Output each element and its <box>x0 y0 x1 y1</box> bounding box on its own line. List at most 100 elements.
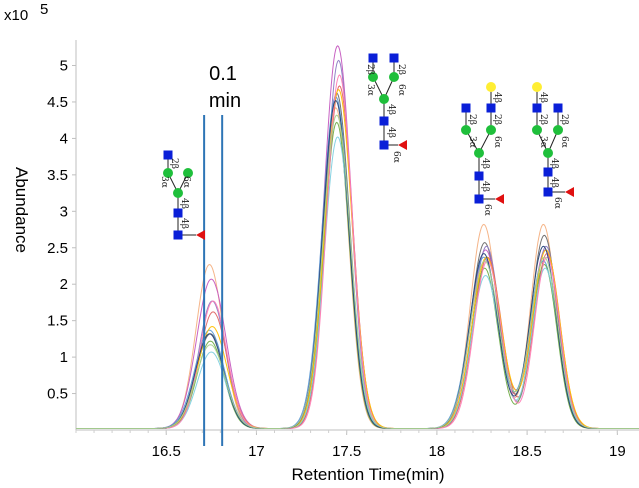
glcnac-square <box>379 140 389 150</box>
fucose-triangle <box>565 187 574 197</box>
linkage-label: 4β <box>386 104 396 115</box>
y-tick-label: 0.5 <box>47 386 68 403</box>
y-tick-label: 5 <box>60 58 68 75</box>
y-ticks: 0.5 1 1.5 2 2.5 3 3.5 4 4.5 5 <box>47 58 76 403</box>
x-tick-label: 18 <box>429 443 446 460</box>
y-multiplier-exponent: 5 <box>40 1 48 18</box>
mannose-circle <box>474 148 484 158</box>
linkage-label: 4β <box>179 218 189 229</box>
glcnac-square <box>461 103 471 113</box>
linkage-label: 6α <box>492 136 502 148</box>
glcnac-square <box>173 208 183 218</box>
x-tick-label: 17.5 <box>332 443 361 460</box>
linkage-label: 4β <box>179 198 189 209</box>
y-tick-label: 4 <box>60 130 68 147</box>
mannose-circle <box>368 72 378 82</box>
linkage-label: 2β <box>492 114 502 125</box>
linkage-label: 6α <box>181 176 191 188</box>
mannose-circle <box>173 188 183 198</box>
mannose-circle <box>461 125 471 135</box>
series-line <box>76 59 639 429</box>
glcnac-square <box>532 103 542 113</box>
mannose-circle <box>183 168 193 178</box>
series-line <box>76 107 639 429</box>
mannose-circle <box>379 94 389 104</box>
glcnac-square <box>486 103 496 113</box>
linkage-label: 3α <box>538 136 548 148</box>
y-tick-label: 1.5 <box>47 313 68 330</box>
annotation-label-line1: 0.1 <box>209 63 237 85</box>
x-tick-label: 17 <box>248 443 265 460</box>
linkage-label: 3α <box>467 136 477 148</box>
y-tick-label: 3 <box>60 203 68 220</box>
linkage-label: 6α <box>552 197 562 209</box>
y-tick-label: 3.5 <box>47 167 68 184</box>
x-tick-label: 18.5 <box>513 443 542 460</box>
y-tick-label: 1 <box>60 349 68 366</box>
linkage-label: 2β <box>538 114 548 125</box>
glcnac-square <box>389 53 399 63</box>
linkage-label: 4β <box>480 158 490 169</box>
series-line <box>76 96 639 429</box>
series-line <box>76 88 639 429</box>
linkage-label: 4β <box>538 92 548 103</box>
glcnac-square <box>379 116 389 126</box>
glcnac-square <box>543 187 553 197</box>
glcnac-square <box>368 53 378 63</box>
linkage-label: 6α <box>391 151 401 163</box>
linkage-label: 2β <box>467 114 477 125</box>
mannose-circle <box>553 125 563 135</box>
annotation-label-line2: min <box>209 90 241 112</box>
series-line <box>76 74 639 429</box>
series-line <box>76 92 639 429</box>
glcnac-square <box>474 171 484 181</box>
x-tick-label: 16.5 <box>152 443 181 460</box>
galactose-circle <box>486 82 496 92</box>
mannose-circle <box>543 148 553 158</box>
linkage-label: 3α <box>159 176 169 188</box>
galactose-circle <box>532 82 542 92</box>
linkage-label: 4β <box>549 158 559 169</box>
linkage-label: 4β <box>386 127 396 138</box>
series-line <box>76 99 639 429</box>
y-axis-title: Abundance <box>12 167 31 253</box>
fucose-triangle <box>495 194 504 204</box>
series-lines <box>76 45 639 429</box>
glcnac-square <box>163 150 173 160</box>
linkage-label: 2β <box>559 114 569 125</box>
fucose-triangle <box>196 230 205 240</box>
linkage-label: 6α <box>482 204 492 216</box>
glcnac-square <box>173 230 183 240</box>
series-line <box>76 114 639 429</box>
linkage-label: 6α <box>396 84 406 96</box>
y-tick-label: 4.5 <box>47 94 68 111</box>
y-multiplier-label: x10 <box>4 7 28 24</box>
x-tick-label: 19 <box>609 443 626 460</box>
linkage-label: 6α <box>559 136 569 148</box>
glcnac-square <box>543 167 553 177</box>
mannose-circle <box>486 125 496 135</box>
fucose-triangle <box>398 140 407 150</box>
series-line <box>76 45 639 429</box>
x-ticks: 16.5 17 17.5 18 18.5 19 <box>75 430 626 460</box>
linkage-label: 4β <box>549 177 559 188</box>
glcnac-square <box>474 194 484 204</box>
linkage-label: 2β <box>365 64 375 75</box>
y-tick-label: 2.5 <box>47 240 68 257</box>
linkage-label: 4β <box>480 181 490 192</box>
annotation-lines <box>203 115 224 446</box>
linkage-label: 2β <box>396 64 406 75</box>
mannose-circle <box>532 125 542 135</box>
linkage-label: 2β <box>169 158 179 169</box>
glcnac-square <box>553 103 563 113</box>
mannose-circle <box>389 72 399 82</box>
mannose-circle <box>163 168 173 178</box>
y-tick-label: 2 <box>60 276 68 293</box>
linkage-label: 3α <box>365 84 375 96</box>
